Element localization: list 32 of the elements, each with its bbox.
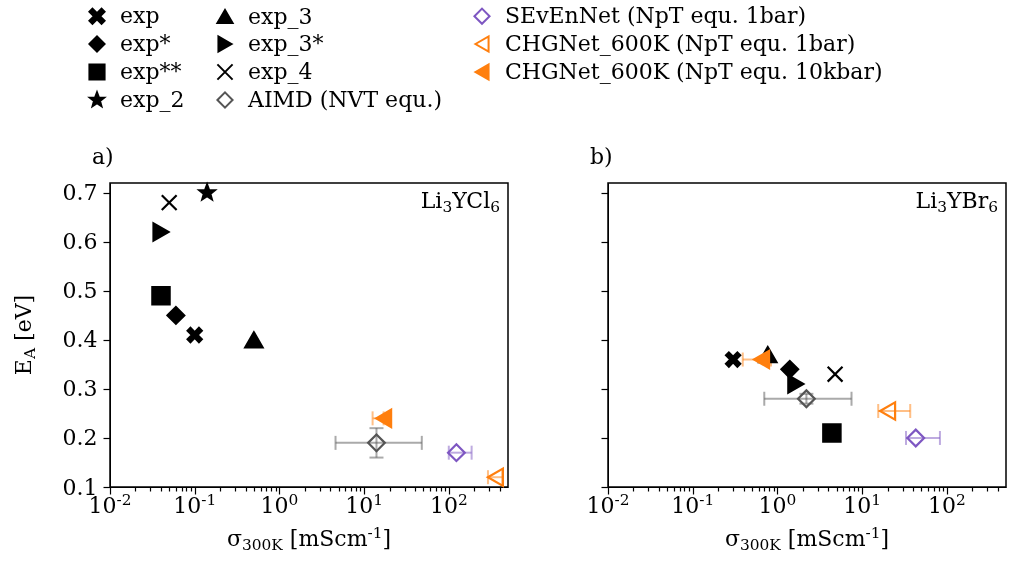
legend-label: exp*: [120, 31, 171, 56]
x-tick-label: 10$^{0}$: [758, 491, 797, 519]
chart-title: a): [92, 144, 114, 170]
annotation: Li$_{3}$YCl$_{6}$: [420, 188, 500, 216]
legend-label: exp: [120, 3, 160, 29]
x-tick-label: 10$^{1}$: [843, 491, 881, 519]
legend-label: AIMD (NVT equ.): [247, 87, 442, 112]
x-tick-label: 10$^{2}$: [927, 491, 966, 519]
y-tick-label: 0.6: [62, 229, 98, 255]
legend-label: exp_3: [248, 3, 313, 29]
x-tick-label: 10$^{1}$: [345, 491, 383, 519]
x-tick-label: 10$^{-1}$: [173, 491, 217, 519]
x-tick-label: 10$^{-2}$: [586, 491, 630, 519]
x-axis-title: σ$_{300K}$ [mScm$^{-1}$]: [724, 524, 890, 554]
x-tick-label: 10$^{2}$: [429, 491, 468, 519]
legend-label: CHGNet_600K (NpT equ. 1bar): [505, 31, 856, 56]
y-tick-label: 0.5: [62, 278, 98, 304]
legend-label: exp_4: [248, 59, 313, 84]
y-tick-label: 0.2: [62, 425, 98, 451]
legend-label: CHGNet_600K (NpT equ. 10kbar): [505, 59, 883, 84]
legend-label: exp_2: [120, 87, 185, 112]
legend-label: SEvEnNet (NpT equ. 1bar): [505, 3, 807, 29]
annotation: Li$_{3}$YBr$_{6}$: [915, 188, 998, 216]
y-tick-label: 0.3: [62, 376, 98, 402]
legend-label: exp_3*: [248, 31, 324, 56]
x-tick-label: 10$^{-1}$: [671, 491, 715, 519]
x-tick-label: 10$^{0}$: [260, 491, 299, 519]
x-axis-title: σ$_{300K}$ [mScm$^{-1}$]: [226, 524, 392, 554]
chart-title: b): [590, 144, 613, 170]
y-tick-label: 0.4: [62, 327, 98, 353]
legend-label: exp**: [120, 59, 182, 84]
y-tick-label: 0.7: [62, 180, 98, 206]
